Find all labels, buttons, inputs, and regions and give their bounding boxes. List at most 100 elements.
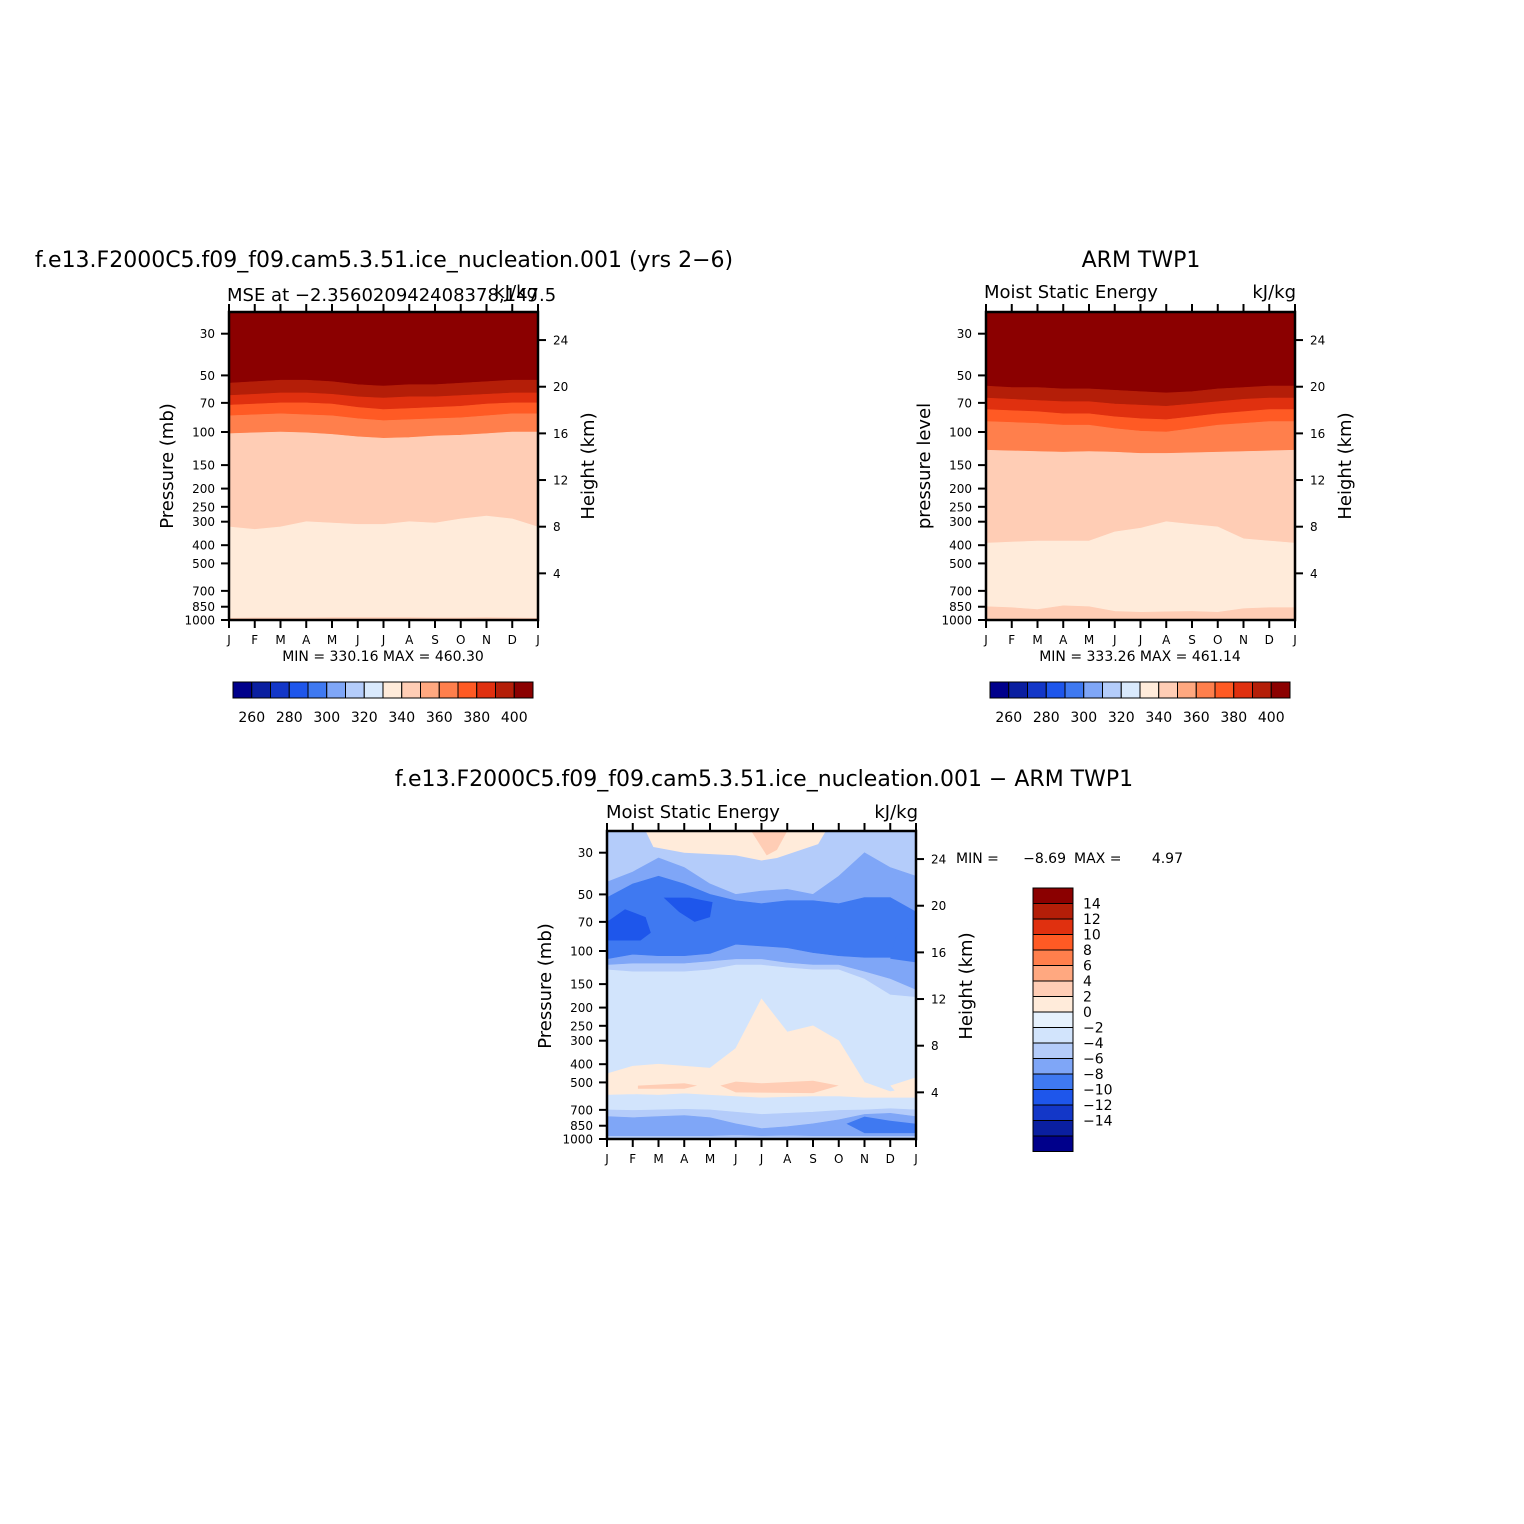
p1-ylabel-200: 200: [192, 482, 215, 496]
p1-cbar-swatch-10: [420, 681, 440, 699]
p1-cbar-swatch-6: [345, 681, 365, 699]
panel3-subtitle-left: Moist Static Energy: [606, 802, 780, 823]
p1-month-5: J: [355, 633, 360, 647]
p3-month-0: J: [604, 1152, 609, 1166]
p2-cbar-swatch-10: [1177, 681, 1197, 699]
p2-month-4: M: [1084, 633, 1094, 647]
p3-core-minus10-east: [663, 897, 713, 922]
p2-cbar-swatch-12: [1214, 681, 1235, 699]
panel-model: f.e13.F2000C5.f09_f09.cam5.3.51.ice_nucl…: [35, 248, 733, 726]
p3-month-12: J: [913, 1152, 918, 1166]
p3-hlabel-24: 24: [931, 853, 946, 867]
p2-ylabel-1000: 1000: [941, 614, 972, 628]
p1-cbar-label-260: 260: [238, 710, 265, 726]
p2-cbar-swatch-2: [1027, 681, 1047, 699]
p1-month-4: M: [327, 633, 337, 647]
p3-ylabel-500: 500: [570, 1076, 593, 1090]
p1-ylabel-30: 30: [200, 327, 215, 341]
p1-ylabel-400: 400: [192, 539, 215, 553]
p3-cbar-swatch-13: [1032, 1089, 1074, 1106]
p2-month-2: M: [1032, 633, 1042, 647]
panel2-subtitle-right: kJ/kg: [1252, 282, 1296, 303]
panel1-minmax: MIN = 330.16 MAX = 460.30: [282, 649, 484, 665]
p1-cbar-label-320: 320: [351, 710, 378, 726]
p2-cbar-swatch-3: [1045, 681, 1066, 699]
p3-cbar-label-3: 8: [1083, 943, 1092, 959]
p1-month-12: J: [535, 633, 540, 647]
p1-ylabel-300: 300: [192, 515, 215, 529]
p2-ylabel-200: 200: [949, 482, 972, 496]
p1-month-9: O: [456, 633, 465, 647]
p1-hlabel-20: 20: [553, 380, 568, 394]
p3-cbar-label-10: −6: [1083, 1052, 1104, 1068]
panel1-ylabel-right: Height (km): [578, 412, 599, 519]
panel3-max-value: 4.97: [1152, 851, 1183, 867]
panel3-min-label: MIN =: [956, 851, 999, 867]
p1-cbar-swatch-11: [438, 681, 459, 699]
p1-cbar-swatch-1: [251, 681, 271, 699]
panel3-subtitle-right: kJ/kg: [874, 802, 918, 823]
p3-cbar-swatch-15: [1032, 1120, 1074, 1137]
panel1-subtitle-right: kJ/kg: [494, 282, 538, 303]
p1-cbar-swatch-8: [382, 681, 403, 699]
p2-cbar-label-340: 340: [1145, 710, 1172, 726]
p3-ylabel-50: 50: [578, 888, 593, 902]
p2-cbar-swatch-11: [1195, 681, 1216, 699]
p2-month-7: A: [1162, 633, 1171, 647]
p3-cbar-label-11: −8: [1083, 1067, 1104, 1083]
p3-lower-minus8: [846, 1116, 916, 1134]
p2-cbar-label-320: 320: [1108, 710, 1135, 726]
p1-month-11: D: [508, 633, 517, 647]
p3-right-plus0: [890, 1077, 916, 1098]
p2-cbar-swatch-1: [1008, 681, 1028, 699]
p2-hlabel-20: 20: [1310, 380, 1325, 394]
p2-hlabel-8: 8: [1310, 520, 1318, 534]
p3-cbar-label-8: −2: [1083, 1021, 1104, 1037]
p3-cbar-swatch-14: [1032, 1104, 1074, 1121]
p1-ylabel-70: 70: [200, 396, 215, 410]
p3-ylabel-70: 70: [578, 915, 593, 929]
p1-cbar-swatch-14: [495, 681, 515, 699]
p2-cbar-label-400: 400: [1258, 710, 1285, 726]
p1-cbar-swatch-3: [288, 681, 309, 699]
p2-month-3: A: [1059, 633, 1068, 647]
p2-cbar-label-260: 260: [995, 710, 1022, 726]
p1-month-0: J: [226, 633, 231, 647]
p2-cbar-swatch-5: [1083, 681, 1103, 699]
p2-ylabel-700: 700: [949, 584, 972, 598]
p3-month-9: O: [834, 1152, 843, 1166]
panel3-min-value: −8.69: [1023, 851, 1066, 867]
p2-cbar-swatch-6: [1102, 681, 1122, 699]
p2-ylabel-250: 250: [949, 500, 972, 514]
p1-cbar-swatch-7: [363, 681, 384, 699]
p3-cbar-label-6: 2: [1083, 990, 1092, 1006]
p1-cbar-label-360: 360: [426, 710, 453, 726]
p1-ylabel-700: 700: [192, 584, 215, 598]
p3-ylabel-850: 850: [570, 1119, 593, 1133]
p3-hlabel-4: 4: [931, 1086, 939, 1100]
p2-cbar-swatch-15: [1270, 681, 1291, 699]
p3-ylabel-300: 300: [570, 1034, 593, 1048]
p2-ylabel-500: 500: [949, 557, 972, 571]
p3-cbar-swatch-1: [1032, 903, 1074, 920]
p2-cbar-swatch-9: [1158, 681, 1178, 699]
panel2-ylabel-right: Height (km): [1335, 412, 1356, 519]
p1-month-7: A: [405, 633, 414, 647]
p3-cbar-label-1: 12: [1083, 912, 1101, 928]
panel-difference: f.e13.F2000C5.f09_f09.cam5.3.51.ice_nucl…: [395, 767, 1183, 1166]
p3-cbar-swatch-0: [1032, 887, 1074, 904]
p1-month-1: F: [251, 633, 258, 647]
p3-month-8: S: [809, 1152, 817, 1166]
p3-month-11: D: [886, 1152, 895, 1166]
panel1-subtitle-left: MSE at −2.356020942408378,147.5: [227, 285, 556, 306]
panel-obs: ARM TWP1 Moist Static Energy kJ/kg 30 50 7…: [914, 248, 1356, 726]
p2-cbar-swatch-7: [1120, 681, 1141, 699]
p3-cbar-swatch-2: [1032, 918, 1074, 935]
p2-cbar-label-380: 380: [1220, 710, 1247, 726]
p3-ylabel-100: 100: [570, 944, 593, 958]
p1-month-3: A: [302, 633, 311, 647]
p3-cbar-label-13: −12: [1083, 1098, 1113, 1114]
p3-month-7: A: [783, 1152, 792, 1166]
p2-cbar-label-300: 300: [1070, 710, 1097, 726]
